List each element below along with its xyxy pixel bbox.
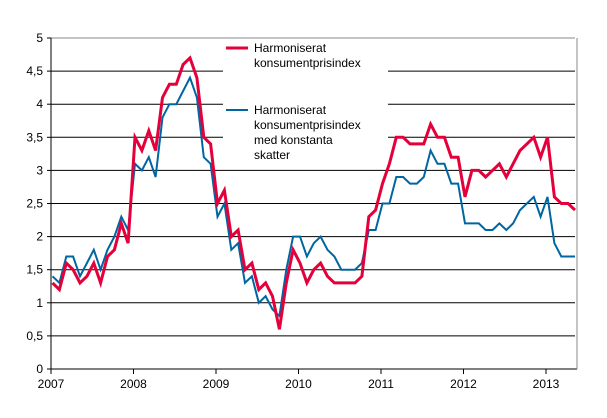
series-line-hicp	[51, 55, 577, 330]
y-tick-label: 2	[36, 230, 43, 244]
y-tick-label: 4	[36, 97, 43, 111]
x-tick-label: 2008	[120, 377, 147, 391]
y-tick-label: 0,5	[26, 329, 43, 343]
y-tick-label: 4,5	[26, 64, 43, 78]
x-tick-label: 2012	[450, 377, 477, 391]
legend-label-red-1: Harmoniserat	[254, 41, 327, 55]
legend-background	[223, 40, 388, 165]
x-tick-label: 2013	[533, 377, 560, 391]
legend-label-blue-2: konsumentprisindex	[254, 118, 361, 132]
x-tick-labels: 2007 2008 2009 2010 2011 2012 2013	[38, 377, 560, 391]
series	[51, 55, 577, 330]
legend-label-blue-1: Harmoniserat	[254, 103, 327, 117]
y-tick-label: 0	[36, 362, 43, 376]
x-tick-label: 2007	[38, 377, 65, 391]
y-tick-label: 5	[36, 31, 43, 45]
y-tick-labels: 0 0,5 1 1,5 2 2,5 3 3,5 4 4,5 5	[26, 31, 43, 376]
x-tick-label: 2009	[203, 377, 230, 391]
x-tick-label: 2011	[368, 377, 394, 391]
series-line-hicp-constant-taxes	[51, 75, 575, 319]
legend: Harmoniserat konsumentprisindex Harmonis…	[226, 41, 361, 162]
legend-label-blue-3: med konstanta	[254, 133, 333, 147]
y-tick-label: 2,5	[26, 197, 43, 211]
legend-label-blue-4: skatter	[254, 148, 290, 162]
x-tick-label: 2010	[285, 377, 312, 391]
y-tick-label: 1,5	[26, 263, 43, 277]
legend-label-red-2: konsumentprisindex	[254, 56, 361, 70]
y-tick-label: 3,5	[26, 130, 43, 144]
axes	[47, 37, 578, 374]
y-tick-label: 1	[36, 296, 43, 310]
y-tick-label: 3	[36, 163, 43, 177]
